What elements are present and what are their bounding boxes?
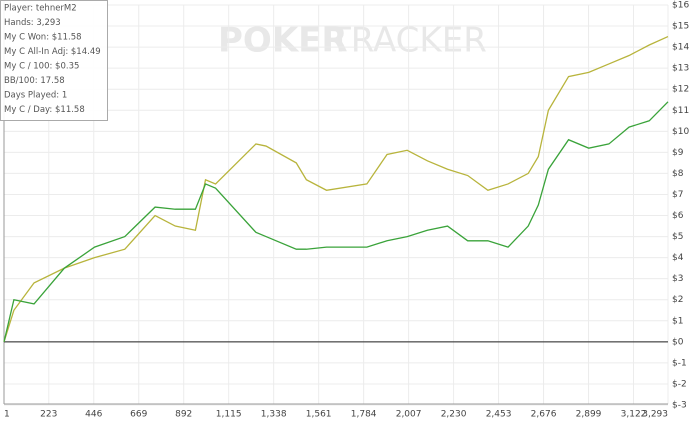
grid xyxy=(3,4,669,406)
x-tick-label: 2,230 xyxy=(441,410,467,420)
y-tick-label: $4 xyxy=(672,253,684,263)
y-tick-label: $15 xyxy=(672,22,689,32)
watermark: POKER xyxy=(218,21,348,61)
y-tick-label: $14 xyxy=(672,43,689,53)
y-tick-label: $-1 xyxy=(672,358,687,368)
info-line: Days Played: 1 xyxy=(4,91,67,101)
y-tick-label: $2 xyxy=(672,295,683,305)
x-tick-label: 1,115 xyxy=(216,410,242,420)
info-line: My C All-In Adj: $14.49 xyxy=(4,47,101,57)
info-line: My C / Day: $11.58 xyxy=(4,105,85,115)
x-tick-label: 3,293 xyxy=(642,410,668,420)
x-tick-label: 1,338 xyxy=(261,410,287,420)
y-tick-label: $11 xyxy=(672,106,689,116)
x-tick-label: 3,122 xyxy=(621,410,647,420)
y-tick-label: $13 xyxy=(672,64,689,74)
y-tick-label: $12 xyxy=(672,85,689,95)
y-tick-label: $6 xyxy=(672,211,684,221)
y-tick-label: $1 xyxy=(672,316,683,326)
series-line xyxy=(3,35,669,343)
y-tick-label: $-3 xyxy=(672,401,687,411)
info-line: BB/100: 17.58 xyxy=(4,76,65,86)
series-line xyxy=(3,101,669,342)
y-tick-label: $8 xyxy=(672,169,684,179)
info-line: My C / 100: $0.35 xyxy=(4,62,79,72)
x-tick-label: 2,007 xyxy=(396,410,422,420)
x-tick-label: 1,784 xyxy=(351,410,377,420)
y-tick-label: $7 xyxy=(672,190,683,200)
y-tick-label: $0 xyxy=(672,337,684,347)
x-tick-label: 1,561 xyxy=(306,410,332,420)
x-tick-label: 446 xyxy=(85,410,102,420)
info-line: Hands: 3,293 xyxy=(4,18,61,28)
y-tick-label: $3 xyxy=(672,274,683,284)
x-tick-label: 2,899 xyxy=(576,410,602,420)
x-tick-label: 669 xyxy=(130,410,147,420)
y-tick-label: $5 xyxy=(672,232,683,242)
info-line: Player: tehnerM2 xyxy=(4,4,77,14)
y-tick-label: $16 xyxy=(672,1,689,11)
y-tick-label: $-2 xyxy=(672,379,687,389)
x-tick-label: 2,453 xyxy=(486,410,512,420)
x-tick-label: 223 xyxy=(40,410,57,420)
x-tick-label: 1 xyxy=(4,410,10,420)
x-tick-label: 892 xyxy=(175,410,192,420)
x-tick-label: 2,676 xyxy=(531,410,557,420)
y-tick-label: $9 xyxy=(672,148,684,158)
watermark: TRACKER xyxy=(329,21,487,61)
info-line: My C Won: $11.58 xyxy=(4,33,82,43)
y-tick-label: $10 xyxy=(672,127,689,137)
info-box xyxy=(0,0,108,121)
